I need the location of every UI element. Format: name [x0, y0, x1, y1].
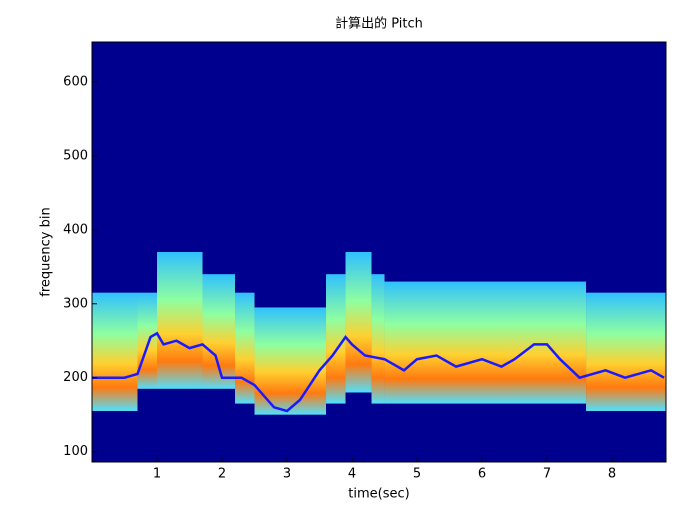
y-tick-label: 300 [63, 296, 88, 311]
spectrum-band [157, 252, 203, 389]
x-tick-label: 4 [348, 467, 356, 482]
spectrum-band [235, 293, 255, 404]
spectrum-band [385, 282, 587, 404]
spectrum-band [346, 252, 372, 392]
x-tick-label: 1 [153, 467, 161, 482]
x-tick-label: 3 [283, 467, 291, 482]
x-tick-label: 2 [218, 467, 226, 482]
y-tick-label: 500 [63, 148, 88, 163]
x-tick-label: 8 [608, 467, 616, 482]
x-tick-label: 5 [413, 467, 421, 482]
chart: 計算出的 Pitch time(sec) frequency bin 1 2 3 4 5… [0, 0, 689, 511]
spectrum-band [326, 274, 346, 403]
y-tick-label: 200 [63, 370, 88, 385]
y-axis-label: frequency bin [39, 207, 54, 296]
chart-title: 計算出的 Pitch [335, 16, 423, 32]
spectrum-band [138, 293, 158, 389]
spectrum-band [92, 293, 138, 411]
x-axis-label: time(sec) [348, 487, 409, 502]
y-tick-label: 400 [63, 222, 88, 237]
spectrum-band [586, 293, 666, 411]
spectrum-band [203, 274, 236, 389]
y-tick-label: 100 [63, 444, 88, 459]
x-tick-label: 7 [543, 467, 551, 482]
x-tick-label: 6 [478, 467, 486, 482]
y-tick-label: 600 [63, 74, 88, 89]
spectrum-band [372, 274, 385, 403]
